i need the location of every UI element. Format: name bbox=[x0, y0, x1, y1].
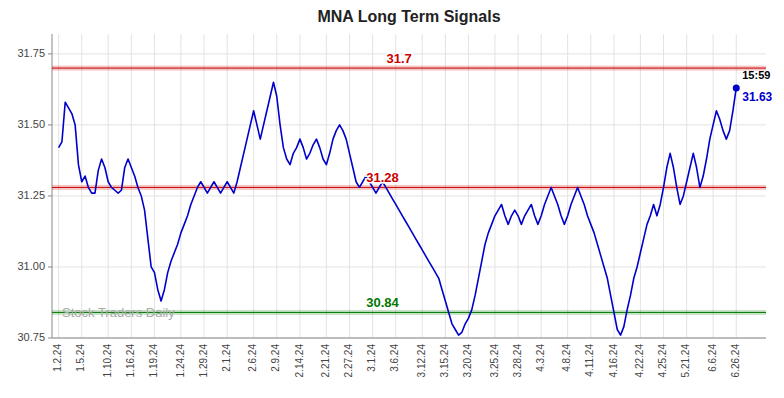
y-tick bbox=[48, 195, 52, 196]
x-tick-label: 1.24.24 bbox=[175, 344, 186, 378]
axes: 30.75 31.00 31.25 31.50 31.75 1.2.24 1.5.24 1.1… bbox=[17, 34, 766, 377]
x-tick-label: 2.27.24 bbox=[343, 344, 354, 378]
y-grid-line bbox=[52, 266, 766, 267]
x-tick-label: 6.6.24 bbox=[707, 344, 718, 372]
x-tick-label: 1.10.24 bbox=[102, 344, 113, 378]
x-tick-label: 6.26.24 bbox=[730, 344, 741, 378]
chart-title: MNA Long Term Signals bbox=[317, 8, 500, 25]
x-tick-label: 3.20.24 bbox=[462, 344, 473, 378]
y-tick bbox=[48, 266, 52, 267]
y-tick-label: 30.75 bbox=[17, 331, 45, 343]
reference-band bbox=[52, 185, 766, 190]
y-tick bbox=[48, 124, 52, 125]
last-price-label: 31.63 bbox=[742, 90, 772, 104]
x-tick-label: 1.19.24 bbox=[148, 344, 159, 378]
x-tick-label: 1.5.24 bbox=[75, 344, 86, 372]
reference-label: 31.28 bbox=[366, 170, 399, 185]
x-tick-label: 4.16.24 bbox=[608, 344, 619, 378]
x-tick-label: 4.25.24 bbox=[657, 344, 668, 378]
y-grid-line bbox=[52, 195, 766, 196]
watermark: Stock Traders Daily bbox=[62, 305, 175, 320]
plot-area bbox=[52, 66, 766, 336]
chart-svg: MNA Long Term Signals 30.75 31.00 31.25 31.5… bbox=[0, 0, 784, 398]
x-tick-label: 3.15.24 bbox=[439, 344, 450, 378]
y-tick-label: 31.25 bbox=[17, 189, 45, 201]
x-tick-label: 2.6.24 bbox=[247, 344, 258, 372]
price-line bbox=[59, 82, 737, 335]
x-tick-label: 1.2.24 bbox=[52, 344, 63, 372]
reference-band bbox=[52, 66, 766, 71]
x-tick-label: 2.14.24 bbox=[294, 344, 305, 378]
x-tick-label: 3.12.24 bbox=[416, 344, 427, 378]
reference-label: 31.7 bbox=[386, 51, 411, 66]
x-axis-line bbox=[52, 338, 766, 339]
x-tick-label: 4.22.24 bbox=[634, 344, 645, 378]
x-tick-label: 3.1.24 bbox=[366, 344, 377, 372]
x-tick-label: 3.25.24 bbox=[489, 344, 500, 378]
annotations: 31.7 31.28 30.84 15:59 31.63 Stock Traders Da… bbox=[62, 51, 773, 320]
x-tick-label: 1.29.24 bbox=[198, 344, 209, 378]
x-tick-label: 2.1.24 bbox=[221, 344, 232, 372]
x-tick-label: 4.8.24 bbox=[561, 344, 572, 372]
x-tick-label: 3.6.24 bbox=[389, 344, 400, 372]
chart-container: MNA Long Term Signals 30.75 31.00 31.25 31.5… bbox=[0, 0, 784, 398]
x-tick-label: 5.21.24 bbox=[680, 344, 691, 378]
reference-label: 30.84 bbox=[366, 295, 399, 310]
y-tick-label: 31.00 bbox=[17, 260, 45, 272]
y-tick-label: 31.50 bbox=[17, 118, 45, 130]
last-point bbox=[733, 84, 740, 91]
x-tick-label: 2.9.24 bbox=[270, 344, 281, 372]
x-tick-label: 4.3.24 bbox=[535, 344, 546, 372]
x-tick-label: 4.11.24 bbox=[584, 344, 595, 377]
reference-line bbox=[52, 187, 766, 188]
y-grid-line bbox=[52, 124, 766, 125]
x-tick-label: 1.16.24 bbox=[125, 344, 136, 378]
y-grid-line bbox=[52, 338, 766, 339]
x-tick-label: 3.28.24 bbox=[512, 344, 523, 378]
last-time-label: 15:59 bbox=[742, 69, 770, 81]
x-tick-label: 2.21.24 bbox=[320, 344, 331, 378]
y-tick bbox=[48, 53, 52, 54]
y-tick-label: 31.75 bbox=[17, 47, 45, 59]
reference-line bbox=[52, 68, 766, 69]
y-tick bbox=[48, 338, 52, 339]
grid bbox=[52, 34, 766, 338]
